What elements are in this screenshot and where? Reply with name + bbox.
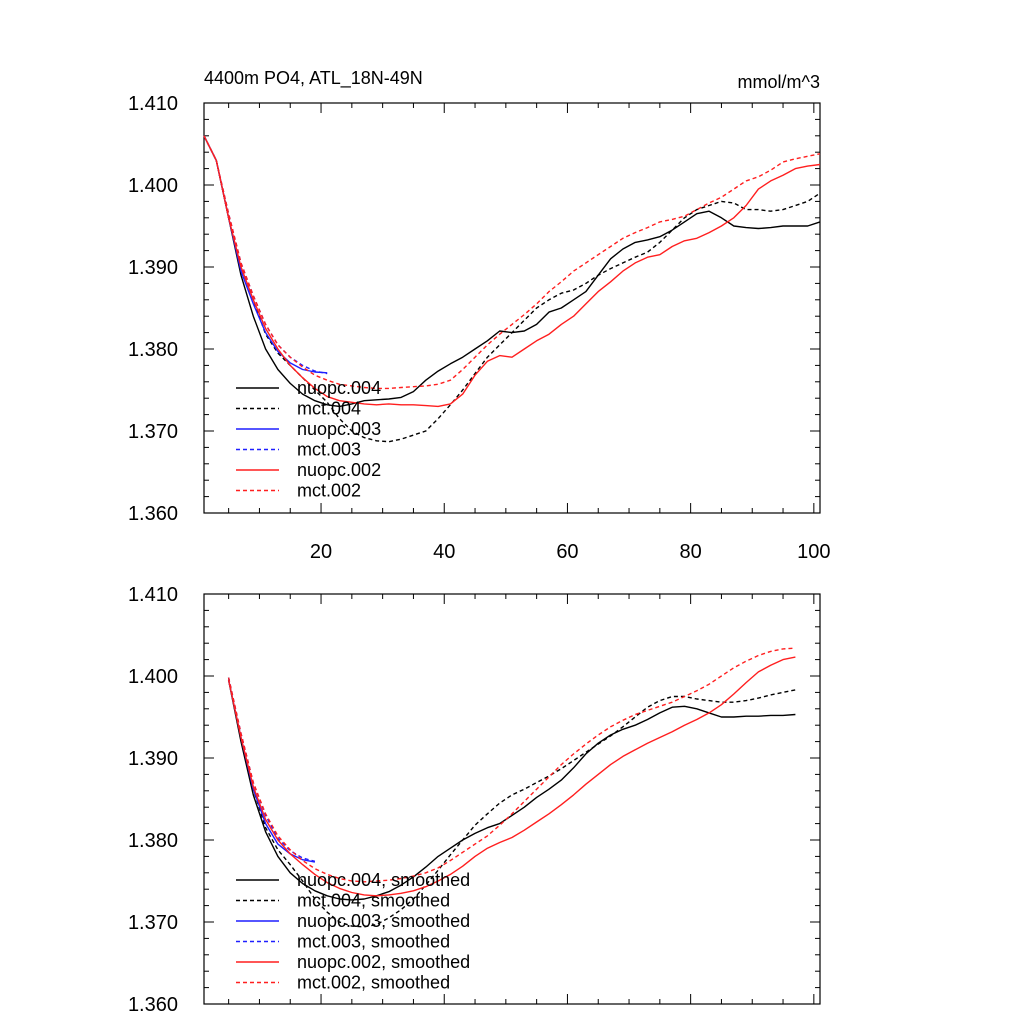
bottom-panel: 1.360 1.370 1.380 1.390 1.400 1.410 nuopc.004,… <box>128 584 821 1016</box>
plot-frame <box>203 102 821 514</box>
series-line-mct-002-smoothed <box>227 647 796 883</box>
y-tick-label: 1.370 <box>128 421 178 443</box>
legend-label: mct.002, smoothed <box>297 973 450 993</box>
y-tick-label: 1.360 <box>128 503 178 525</box>
series-line-mct-003 <box>203 135 328 375</box>
series-line-nuopc-003 <box>203 135 328 374</box>
series-line-nuopc-002-smoothed <box>227 656 796 897</box>
y-tick-label: 1.380 <box>128 339 178 361</box>
x-tick-label: 60 <box>556 541 578 563</box>
y-tick-label: 1.410 <box>128 584 178 606</box>
x-tick-label: 40 <box>433 541 455 563</box>
y-tick-label: 1.380 <box>128 830 178 852</box>
y-tick-label: 1.360 <box>128 994 178 1016</box>
chart-title: 4400m PO4, ATL_18N-49N <box>204 68 423 89</box>
legend-label: mct.004 <box>297 399 361 419</box>
y-tick-label: 1.400 <box>128 175 178 197</box>
legend-label: nuopc.004, smoothed <box>297 870 470 890</box>
legend-label: nuopc.002, smoothed <box>297 952 470 972</box>
y-tick-label: 1.410 <box>128 93 178 115</box>
series-line-nuopc-002 <box>203 135 821 408</box>
series-line-nuopc-004-smoothed <box>227 679 796 901</box>
legend-label: nuopc.003 <box>297 419 381 439</box>
y-tick-label: 1.370 <box>128 912 178 934</box>
x-tick-label: 20 <box>310 541 332 563</box>
plot-frame <box>203 593 821 1005</box>
top-panel: 1.360 1.370 1.380 1.390 1.400 1.410 20 40 60 80 10… <box>128 93 831 563</box>
series-line-mct-004 <box>203 135 821 443</box>
units-label: mmol/m^3 <box>738 72 820 92</box>
legend-label: nuopc.002 <box>297 460 381 480</box>
legend-label: mct.002 <box>297 481 361 501</box>
y-tick-label: 1.390 <box>128 748 178 770</box>
series-line-nuopc-003-smoothed <box>227 679 316 863</box>
legend-label: nuopc.004 <box>297 378 381 398</box>
legend-label: mct.003, smoothed <box>297 932 450 952</box>
series-line-mct-002 <box>203 135 821 390</box>
legend-label: mct.004, smoothed <box>297 891 450 911</box>
y-tick-label: 1.390 <box>128 257 178 279</box>
x-tick-label: 80 <box>680 541 702 563</box>
series-line-mct-004-smoothed <box>227 677 796 928</box>
x-tick-label: 100 <box>797 541 830 563</box>
legend-label: nuopc.003, smoothed <box>297 911 470 931</box>
y-tick-label: 1.400 <box>128 666 178 688</box>
legend-label: mct.003 <box>297 440 361 460</box>
